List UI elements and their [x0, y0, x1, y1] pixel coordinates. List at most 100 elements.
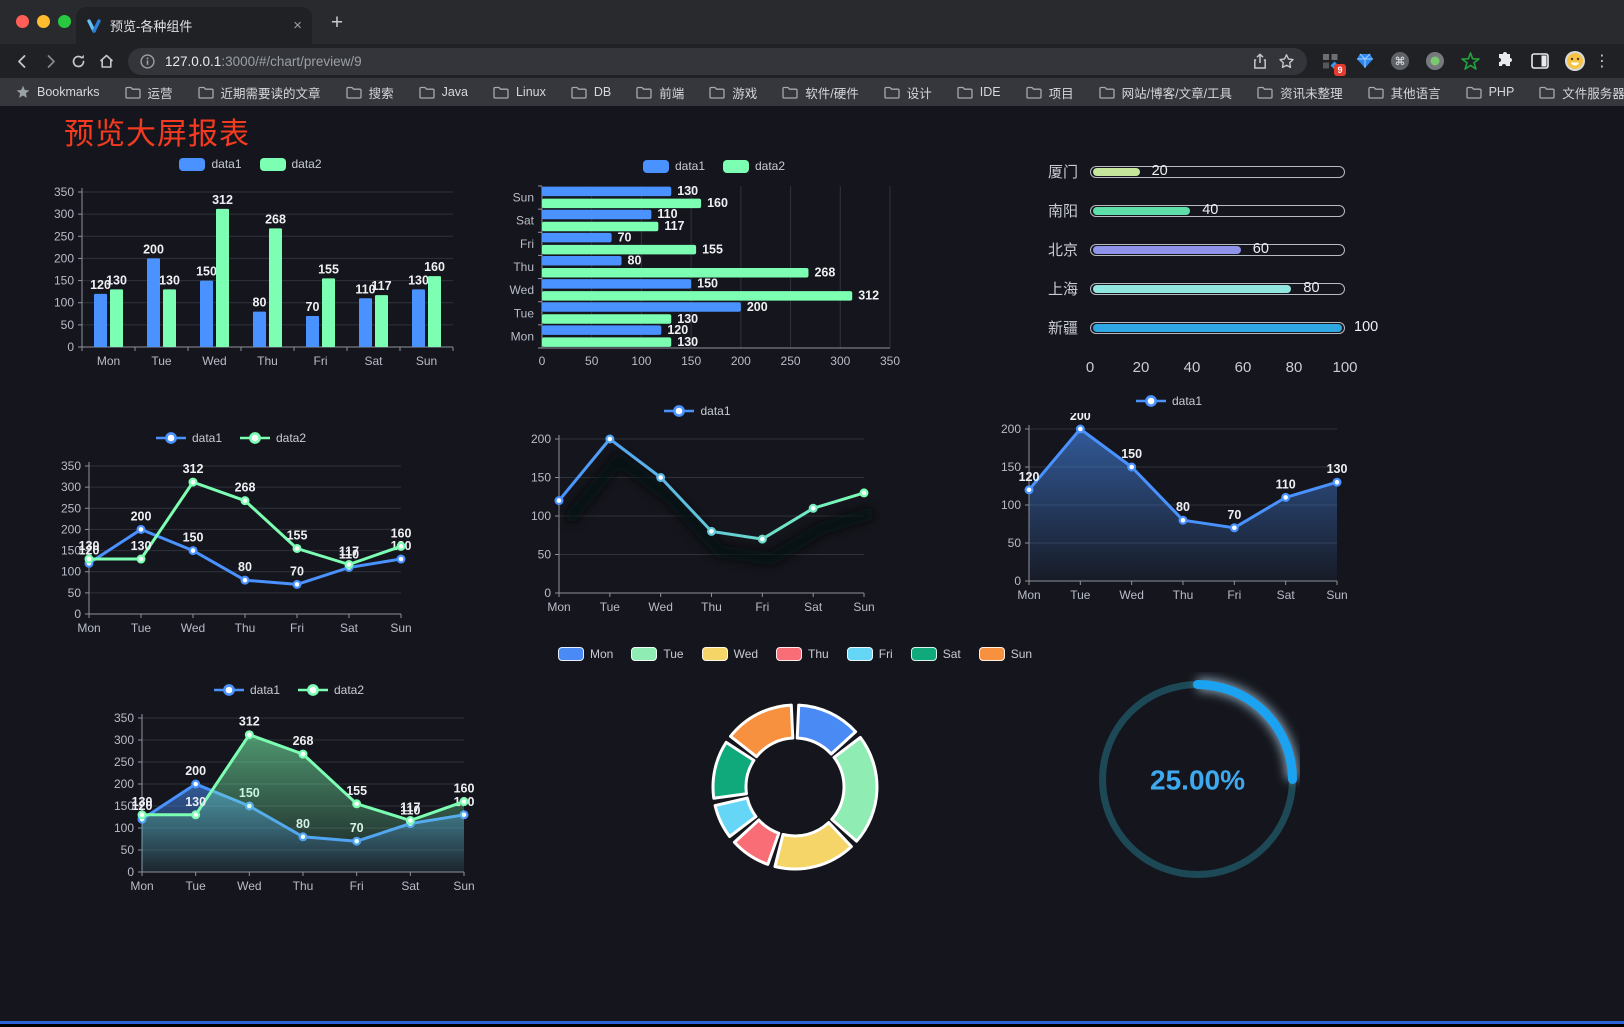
gauge-chart: 25.00%: [1095, 672, 1300, 887]
reload-button[interactable]: [64, 48, 92, 74]
legend-swatch: [846, 647, 873, 661]
extensions-row: 9 ⌘: [1319, 50, 1586, 76]
bookmark-item[interactable]: 近期需要读的文章: [197, 83, 321, 102]
bookmark-item[interactable]: 前端: [636, 83, 684, 102]
legend-label: Tue: [663, 647, 684, 661]
extension-grid-icon[interactable]: 9: [1319, 50, 1346, 76]
progress-fill: [1093, 245, 1241, 254]
legend-item[interactable]: Sat: [910, 647, 961, 661]
legend-item[interactable]: Thu: [776, 647, 829, 661]
forward-button[interactable]: [36, 48, 64, 74]
extension-gem-icon[interactable]: [1354, 50, 1376, 72]
svg-text:300: 300: [61, 480, 81, 494]
bookmark-item[interactable]: 其他语言: [1367, 83, 1441, 102]
bookmark-label: Linux: [515, 85, 546, 99]
legend-item[interactable]: data1: [155, 431, 222, 445]
svg-text:Wed: Wed: [237, 879, 261, 893]
browser-tab[interactable]: 预览-各种组件 ×: [76, 7, 312, 44]
url-bar[interactable]: 127.0.0.1:3000/#/chart/preview/9: [128, 47, 1307, 75]
bookmark-item[interactable]: PHP: [1465, 85, 1514, 99]
bookmark-item[interactable]: 搜索: [345, 83, 394, 102]
svg-text:110: 110: [355, 282, 375, 296]
svg-text:120: 120: [79, 543, 100, 557]
legend-item[interactable]: data1: [664, 404, 731, 418]
bookmark-item[interactable]: 运营: [124, 83, 173, 102]
bookmarks-star-item[interactable]: Bookmarks: [16, 85, 100, 99]
legend-item[interactable]: Tue: [631, 647, 684, 661]
progress-value: 100: [1354, 318, 1379, 335]
axis-tick-label: 100: [1332, 359, 1358, 376]
legend-item[interactable]: data2: [259, 157, 322, 171]
bookmark-item[interactable]: IDE: [957, 85, 1001, 99]
legend-item[interactable]: data2: [298, 683, 364, 697]
extensions-puzzle-icon[interactable]: [1494, 50, 1516, 72]
extension-command-icon[interactable]: ⌘: [1389, 50, 1411, 72]
legend-label: Fri: [878, 647, 893, 661]
minimize-window-button[interactable]: [37, 15, 50, 28]
progress-value: 40: [1202, 201, 1219, 218]
maximize-window-button[interactable]: [58, 15, 71, 28]
back-button[interactable]: [8, 48, 36, 74]
site-info-icon[interactable]: [140, 53, 155, 69]
legend-item[interactable]: Fri: [846, 647, 893, 661]
extension-record-icon[interactable]: [1424, 50, 1446, 72]
gradient-line-chart-panel: data1 0 50 100 150 200 Mon Tue Wed Thu Fri Sat Sun: [515, 399, 880, 617]
bookmark-item[interactable]: 项目: [1025, 83, 1074, 102]
svg-text:130: 130: [677, 184, 698, 198]
extension-green-star-icon[interactable]: [1459, 50, 1481, 72]
share-icon[interactable]: [1252, 53, 1268, 70]
legend-item[interactable]: data1: [213, 683, 280, 697]
svg-text:Thu: Thu: [235, 621, 256, 635]
progress-row: 新疆 100: [990, 308, 1378, 347]
profile-avatar[interactable]: [1564, 50, 1586, 72]
svg-text:80: 80: [238, 560, 252, 574]
bookmark-item[interactable]: Linux: [493, 85, 546, 99]
side-panel-icon[interactable]: [1529, 50, 1551, 72]
svg-text:150: 150: [196, 265, 217, 279]
legend-label: data1: [191, 431, 222, 445]
svg-text:Wed: Wed: [510, 283, 534, 297]
legend-item[interactable]: data2: [723, 159, 785, 173]
bookmark-label: 前端: [659, 86, 685, 101]
svg-text:268: 268: [235, 481, 256, 495]
legend-item[interactable]: data1: [179, 157, 242, 171]
legend-item[interactable]: Mon: [558, 647, 613, 661]
svg-text:Thu: Thu: [257, 354, 278, 368]
bookmark-label: 运营: [147, 86, 173, 101]
bookmark-item[interactable]: 文件服务器: [1539, 83, 1624, 102]
folder-icon: [493, 86, 509, 99]
svg-text:110: 110: [1276, 477, 1296, 491]
legend-item[interactable]: data1: [642, 159, 705, 173]
svg-text:130: 130: [106, 273, 127, 287]
legend-item[interactable]: data1: [1135, 394, 1202, 408]
bookmark-item[interactable]: 游戏: [709, 83, 757, 102]
legend-item[interactable]: Sun: [978, 647, 1032, 661]
new-tab-button[interactable]: +: [330, 11, 344, 34]
svg-text:300: 300: [114, 733, 134, 747]
tab-close-icon[interactable]: ×: [293, 17, 302, 34]
svg-text:150: 150: [183, 531, 204, 545]
legend-item[interactable]: data2: [240, 431, 306, 445]
bookmark-item[interactable]: Java: [418, 85, 468, 99]
chart-legend: Mon Tue Wed Thu Fri Sat Sun: [558, 642, 1032, 666]
bookmark-item[interactable]: 资讯未整理: [1257, 83, 1343, 102]
svg-text:25.00%: 25.00%: [1150, 765, 1245, 796]
svg-text:200: 200: [143, 242, 164, 256]
legend-label: Wed: [733, 647, 759, 661]
bookmark-item[interactable]: 网站/博客/文章/工具: [1098, 83, 1232, 102]
progress-track: 20: [1090, 163, 1345, 179]
bookmark-star-icon[interactable]: [1278, 53, 1295, 70]
donut-chart: [595, 666, 995, 896]
svg-text:Sun: Sun: [513, 191, 534, 205]
svg-text:Wed: Wed: [648, 600, 672, 614]
bookmark-item[interactable]: DB: [571, 85, 611, 99]
legend-item[interactable]: Wed: [701, 647, 759, 661]
bookmark-item[interactable]: 设计: [884, 83, 932, 102]
svg-text:Thu: Thu: [701, 600, 722, 614]
menu-icon[interactable]: ⋮: [1594, 53, 1610, 70]
svg-text:0: 0: [1014, 574, 1021, 588]
home-button[interactable]: [92, 48, 120, 74]
close-window-button[interactable]: [16, 15, 29, 28]
bookmark-item[interactable]: 软件/硬件: [782, 83, 859, 102]
svg-text:100: 100: [531, 509, 551, 523]
